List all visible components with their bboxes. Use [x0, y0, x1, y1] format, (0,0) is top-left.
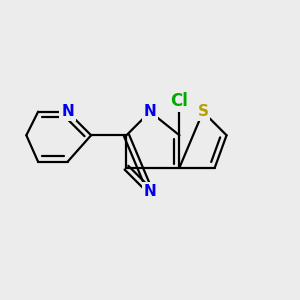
- Text: N: N: [61, 104, 74, 119]
- Text: S: S: [197, 104, 208, 119]
- Text: N: N: [144, 184, 156, 199]
- Text: N: N: [144, 104, 156, 119]
- Text: Cl: Cl: [170, 92, 188, 110]
